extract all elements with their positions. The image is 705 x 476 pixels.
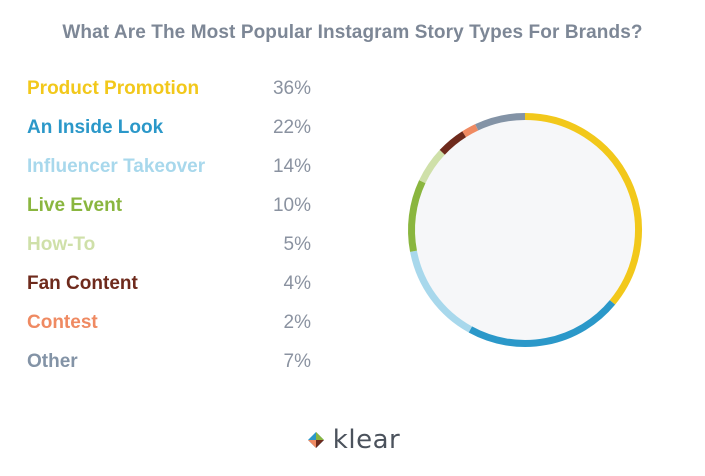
- legend-label: Live Event: [27, 195, 123, 216]
- legend-value: 4%: [283, 273, 311, 294]
- ring-chart: [408, 113, 642, 347]
- legend-value: 36%: [272, 78, 311, 99]
- legend-label: An Inside Look: [27, 117, 164, 138]
- legend-value: 22%: [272, 117, 311, 138]
- legend-value: 2%: [283, 312, 311, 333]
- legend-item: Product Promotion 36%: [27, 78, 327, 117]
- ring-segment-influencer-takeover: [410, 250, 473, 333]
- ring-segment-how-to: [419, 149, 445, 184]
- legend-item: How-To 5%: [27, 234, 327, 273]
- legend-item: An Inside Look 22%: [27, 117, 327, 156]
- legend-label: Product Promotion: [27, 78, 200, 99]
- legend-label: Contest: [27, 312, 98, 333]
- brand-logo: klear: [0, 420, 705, 460]
- legend-label: Other: [27, 351, 78, 372]
- ring-center: [415, 120, 635, 340]
- legend-value: 5%: [283, 234, 311, 255]
- ring-segment-fan-content: [439, 131, 467, 155]
- klear-logo-icon: [307, 432, 324, 448]
- chart-title: What Are The Most Popular Instagram Stor…: [62, 22, 643, 43]
- legend-item: Live Event 10%: [27, 195, 327, 234]
- legend-label: Fan Content: [27, 273, 138, 294]
- legend-item: Contest 2%: [27, 312, 327, 351]
- brand-name: klear: [332, 425, 401, 455]
- legend-item: Fan Content 4%: [27, 273, 327, 312]
- ring-segment-live-event: [408, 180, 426, 252]
- legend-label: How-To: [27, 234, 96, 255]
- ring-segment-contest: [462, 124, 479, 138]
- legend-item: Other 7%: [27, 351, 327, 390]
- ring-segment-other: [475, 113, 526, 131]
- legend-value: 14%: [272, 156, 311, 177]
- legend-item: Influencer Takeover 14%: [27, 156, 327, 195]
- legend-label: Influencer Takeover: [27, 156, 206, 177]
- ring-segment-product-promotion: [524, 113, 642, 305]
- ring-segment-an-inside-look: [468, 300, 616, 347]
- legend-value: 10%: [272, 195, 311, 216]
- legend: Product Promotion 36% An Inside Look 22% Inf…: [27, 78, 327, 390]
- legend-value: 7%: [283, 351, 311, 372]
